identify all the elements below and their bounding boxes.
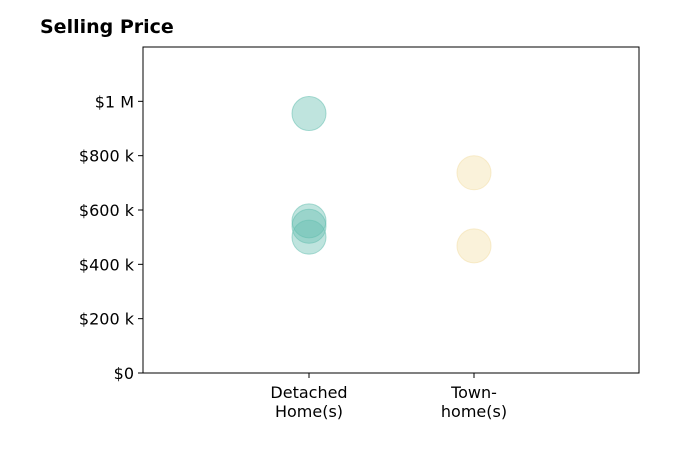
- data-point: [456, 155, 492, 191]
- y-tick-label: $800 k: [79, 147, 135, 166]
- points-layer: [291, 96, 492, 264]
- chart-title: Selling Price: [40, 16, 174, 38]
- data-point: [291, 96, 327, 132]
- x-tick-label: home(s): [441, 402, 507, 421]
- data-point: [291, 203, 327, 239]
- y-tick-label: $400 k: [79, 255, 135, 274]
- x-tick-label: Town-: [450, 383, 497, 402]
- y-axis: $0 $200 k $400 k $600 k $800 k $1 M: [79, 92, 143, 383]
- plot-frame: [142, 46, 640, 374]
- data-point: [291, 219, 327, 255]
- y-tick-label: $1 M: [95, 92, 134, 111]
- x-tick-label: Home(s): [275, 402, 343, 421]
- y-tick-label: $0: [114, 364, 134, 383]
- data-point: [291, 208, 327, 244]
- data-point: [456, 228, 492, 264]
- y-tick-label: $600 k: [79, 201, 135, 220]
- y-tick-label: $200 k: [79, 310, 135, 329]
- x-tick-label: Detached: [270, 383, 347, 402]
